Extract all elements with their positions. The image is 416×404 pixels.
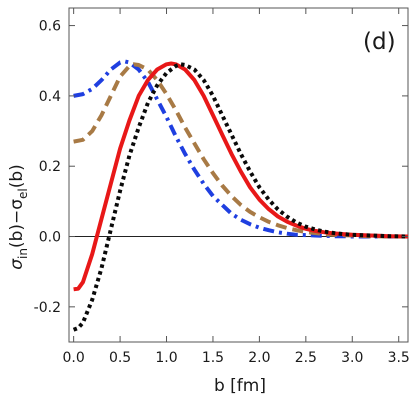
y-axis-title-sub-in: in [16,248,30,259]
x-axis-title: b [fm] [214,376,266,396]
y-axis-title: σin(b)−σel(b) [7,164,30,270]
x-tick-label: 3.0 [341,350,363,366]
y-axis-title-sub-el: el [16,188,30,199]
x-tick-label: 1.0 [155,350,177,366]
y-tick-label: 0.4 [39,89,61,105]
panel-label: (d) [363,29,396,55]
y-axis-title-sigma-1: σ [7,258,27,270]
x-tick-label: 3.5 [388,350,410,366]
x-tick-label: 1.5 [202,350,224,366]
x-tick-label: 2.0 [248,350,270,366]
x-tick-label: 0.0 [63,350,85,366]
y-tick-label: 0.0 [39,230,61,246]
x-tick-label: 2.5 [295,350,317,366]
y-tick-label: -0.2 [34,300,61,316]
y-axis-title-end: (b) [7,164,27,188]
series-line-4 [72,62,409,332]
y-tick-label: 0.6 [39,19,61,35]
x-tick-label: 0.5 [109,350,131,366]
y-tick-label: 0.2 [39,159,61,175]
plot-frame [68,7,409,343]
series-line-1 [73,59,408,239]
y-axis-title-middle: (b)−σ [7,199,27,248]
